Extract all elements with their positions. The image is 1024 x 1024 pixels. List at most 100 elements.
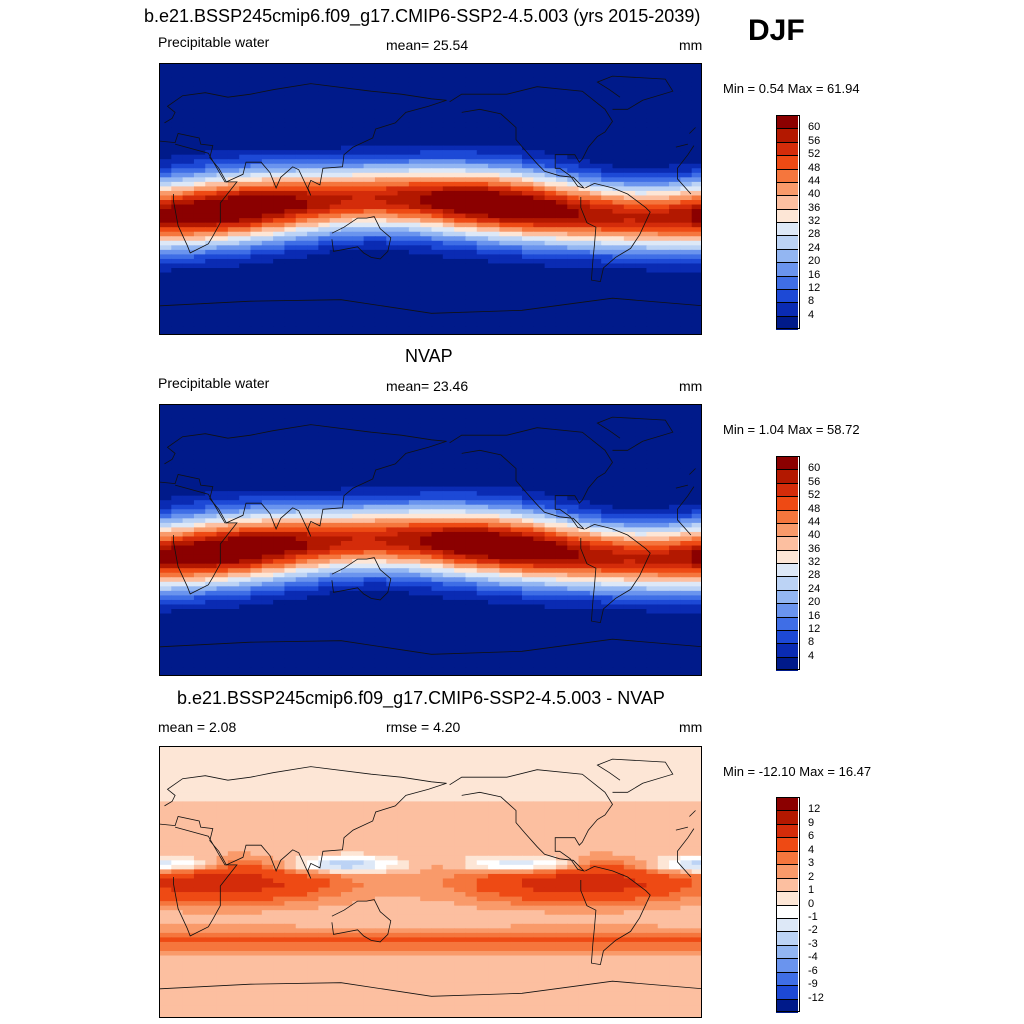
map-cell [691, 268, 701, 274]
map-cell [397, 204, 410, 210]
map-cell [635, 222, 648, 228]
map-cell [408, 436, 421, 442]
map-cell [318, 522, 331, 528]
map-cell [657, 405, 670, 411]
map-cell [567, 304, 580, 310]
map-cell [589, 159, 602, 165]
map-cell [601, 527, 614, 533]
map-cell [578, 572, 591, 578]
map-cell [408, 554, 421, 560]
map-cell [442, 326, 455, 333]
map-cell [386, 572, 399, 578]
map-cell [341, 531, 353, 538]
map-cell [386, 299, 399, 305]
map-cell [193, 445, 206, 451]
map-cell [623, 473, 636, 479]
map-cell [250, 541, 263, 547]
map-cell [273, 277, 286, 283]
map-cell [476, 150, 489, 156]
map-cell [216, 127, 229, 133]
map-cell [205, 213, 218, 219]
map-cell [578, 295, 591, 301]
map-cell [160, 195, 172, 201]
map-cell [239, 518, 252, 524]
map-cell [601, 132, 614, 138]
map-cell [589, 68, 602, 74]
map-cell [623, 572, 636, 578]
map-cell [589, 213, 602, 219]
map-cell [533, 68, 546, 74]
map-cell [601, 313, 614, 319]
map-cell [612, 313, 625, 319]
map-cell [193, 559, 206, 565]
map-cell [318, 432, 331, 438]
map-cell [408, 86, 421, 92]
map-cell [680, 463, 693, 470]
map-cell [363, 531, 376, 538]
map-cell [578, 432, 591, 438]
map-cell [216, 277, 229, 283]
map-cell [499, 313, 512, 319]
map-cell [374, 272, 387, 278]
map-cell [386, 213, 399, 219]
map-cell [657, 154, 670, 160]
map-cell [522, 213, 534, 219]
map-cell [227, 68, 240, 74]
map-cell [533, 258, 546, 265]
map-cell [601, 82, 614, 88]
map-cell [555, 536, 568, 542]
map-cell [295, 486, 308, 492]
map-cell [635, 231, 648, 237]
map-cell [499, 326, 512, 333]
map-cell [499, 290, 512, 296]
map-cell [295, 572, 308, 578]
map-cell [555, 231, 568, 237]
map-cell [522, 518, 534, 524]
map-cell [589, 427, 602, 433]
map-cell [510, 245, 523, 251]
map-cell [261, 590, 274, 596]
map-cell [216, 495, 229, 501]
map-cell [623, 145, 636, 151]
map-cell [171, 254, 184, 260]
map-cell [261, 450, 274, 456]
map-cell [171, 227, 184, 233]
map-cell [227, 590, 240, 596]
map-cell [318, 159, 331, 165]
map-cell [329, 258, 342, 265]
map-cell [386, 495, 399, 501]
map-cell [227, 104, 240, 110]
map-cell [318, 163, 331, 169]
map-cell [216, 240, 229, 246]
map-cell [646, 204, 659, 210]
panel-1-variable-label: Precipitable water [158, 34, 270, 50]
map-cell [454, 504, 467, 510]
map-cell [363, 150, 376, 156]
map-cell [578, 317, 591, 323]
map-cell [499, 109, 512, 115]
map-cell [397, 141, 410, 147]
map-cell [442, 268, 455, 274]
map-cell [680, 86, 693, 92]
map-cell [193, 268, 206, 274]
map-cell [261, 258, 274, 265]
map-cell [318, 263, 331, 269]
map-cell [465, 409, 478, 415]
map-cell [623, 563, 636, 569]
map-cell [510, 141, 523, 147]
map-cell [657, 308, 670, 314]
map-cell [544, 77, 557, 83]
map-cell [261, 127, 274, 133]
map-cell [318, 313, 331, 319]
map-cell [261, 454, 274, 460]
map-cell [657, 286, 670, 292]
map-cell [646, 459, 659, 465]
map-cell [612, 418, 625, 424]
map-cell [431, 522, 444, 528]
map-cell [182, 326, 195, 333]
map-cell [612, 586, 625, 592]
map-cell [499, 231, 512, 237]
map-cell [250, 113, 263, 119]
map-cell [250, 268, 263, 274]
map-cell [352, 95, 365, 101]
